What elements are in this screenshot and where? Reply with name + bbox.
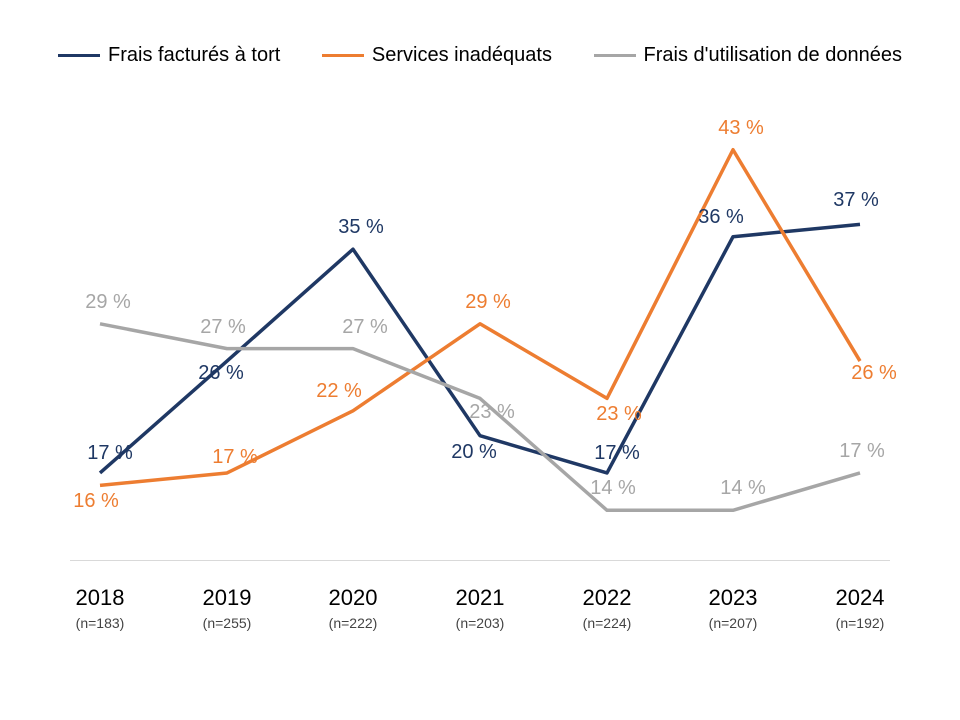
legend-item-donnees: Frais d'utilisation de données: [594, 44, 902, 67]
x-year-label: 2019: [167, 585, 287, 611]
x-tick: 2018 (n=183): [40, 585, 160, 631]
data-label: 27 %: [342, 316, 388, 339]
legend-item-frais-tort: Frais facturés à tort: [58, 44, 280, 67]
data-label: 35 %: [338, 216, 384, 239]
series-line-frais_tort: [100, 224, 860, 473]
chart-legend: Frais facturés à tort Services inadéquat…: [0, 40, 960, 67]
x-year-label: 2020: [293, 585, 413, 611]
data-label: 43 %: [718, 117, 764, 140]
chart-svg: [70, 100, 890, 560]
data-label: 26 %: [198, 362, 244, 385]
x-tick: 2024 (n=192): [800, 585, 920, 631]
x-n-label: (n=255): [167, 615, 287, 631]
data-label: 16 %: [73, 490, 119, 513]
x-tick: 2022 (n=224): [547, 585, 667, 631]
legend-item-services: Services inadéquats: [322, 44, 552, 67]
line-chart: Frais facturés à tort Services inadéquat…: [0, 0, 960, 720]
x-n-label: (n=192): [800, 615, 920, 631]
x-n-label: (n=224): [547, 615, 667, 631]
x-year-label: 2018: [40, 585, 160, 611]
x-axis-line: [70, 560, 890, 561]
legend-swatch: [58, 54, 100, 57]
x-tick: 2020 (n=222): [293, 585, 413, 631]
data-label: 22 %: [316, 380, 362, 403]
x-year-label: 2022: [547, 585, 667, 611]
plot-area: 17 % 26 % 35 % 20 % 17 % 36 % 37 % 16 % 17 % 22 %…: [70, 100, 890, 560]
x-n-label: (n=222): [293, 615, 413, 631]
x-tick: 2021 (n=203): [420, 585, 540, 631]
data-label: 14 %: [720, 477, 766, 500]
data-label: 17 %: [839, 440, 885, 463]
legend-swatch: [322, 54, 364, 57]
x-year-label: 2024: [800, 585, 920, 611]
data-label: 29 %: [465, 291, 511, 314]
data-label: 20 %: [451, 441, 497, 464]
data-label: 26 %: [851, 362, 897, 385]
data-label: 17 %: [594, 442, 640, 465]
legend-label: Frais facturés à tort: [108, 44, 280, 67]
legend-label: Services inadéquats: [372, 44, 552, 67]
data-label: 23 %: [596, 403, 642, 426]
x-n-label: (n=207): [673, 615, 793, 631]
legend-label: Frais d'utilisation de données: [644, 44, 902, 67]
data-label: 29 %: [85, 291, 131, 314]
data-label: 27 %: [200, 316, 246, 339]
data-label: 36 %: [698, 206, 744, 229]
data-label: 17 %: [212, 446, 258, 469]
x-tick: 2019 (n=255): [167, 585, 287, 631]
data-label: 17 %: [87, 442, 133, 465]
legend-swatch: [594, 54, 636, 57]
x-year-label: 2021: [420, 585, 540, 611]
x-n-label: (n=183): [40, 615, 160, 631]
x-year-label: 2023: [673, 585, 793, 611]
data-label: 23 %: [469, 401, 515, 424]
x-n-label: (n=203): [420, 615, 540, 631]
data-label: 14 %: [590, 477, 636, 500]
x-tick: 2023 (n=207): [673, 585, 793, 631]
x-axis-labels: 2018(n=183)2019(n=255)2020(n=222)2021(n=…: [70, 585, 890, 665]
data-label: 37 %: [833, 189, 879, 212]
